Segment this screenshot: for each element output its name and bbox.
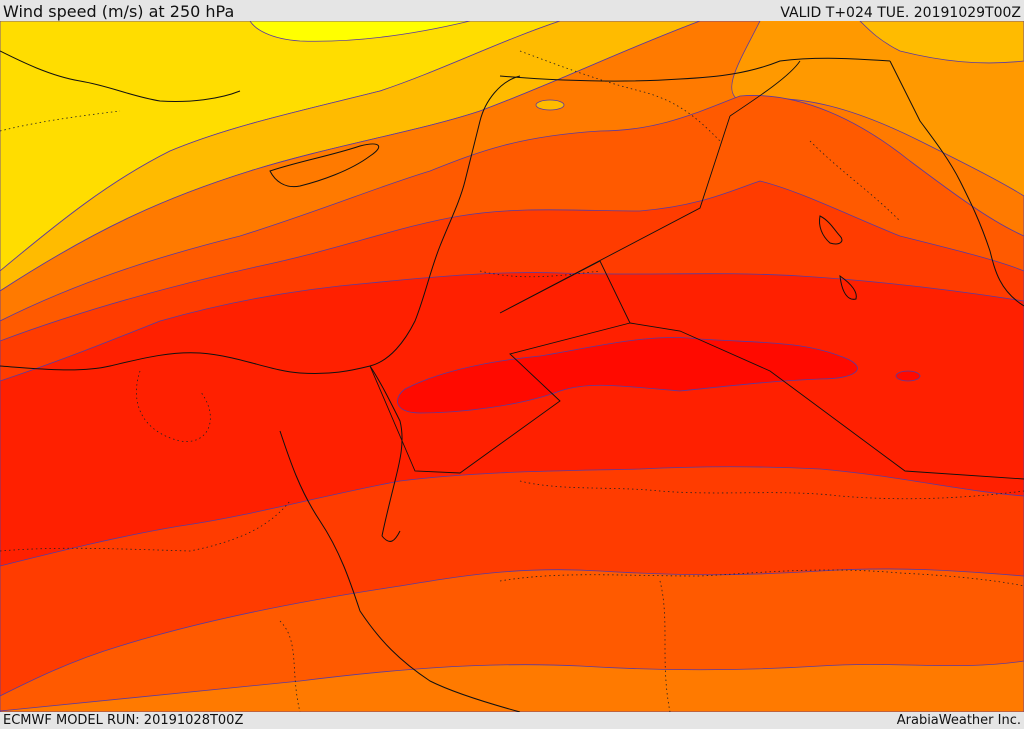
footer-bar: ECMWF MODEL RUN: 20191028T00Z ArabiaWeat… (0, 712, 1024, 729)
band-red-jet-core (397, 337, 858, 414)
title-bar: Wind speed (m/s) at 250 hPa VALID T+024 … (0, 0, 1024, 21)
credit-label: ArabiaWeather Inc. (896, 713, 1021, 728)
borders (369, 60, 1024, 480)
band-yellow-core (249, 21, 471, 42)
internal-borders (0, 50, 1024, 712)
band-red-jet-small (895, 370, 921, 382)
band-yellow-islet (535, 99, 565, 111)
model-run-label: ECMWF MODEL RUN: 20191028T00Z (3, 713, 244, 728)
coastlines (0, 50, 1024, 712)
map-title: Wind speed (m/s) at 250 hPa (3, 2, 235, 21)
wind-speed-map[interactable] (0, 21, 1024, 712)
valid-time-label: VALID T+024 TUE. 20191029T00Z (780, 5, 1021, 21)
band-gold-ne (859, 21, 1024, 64)
